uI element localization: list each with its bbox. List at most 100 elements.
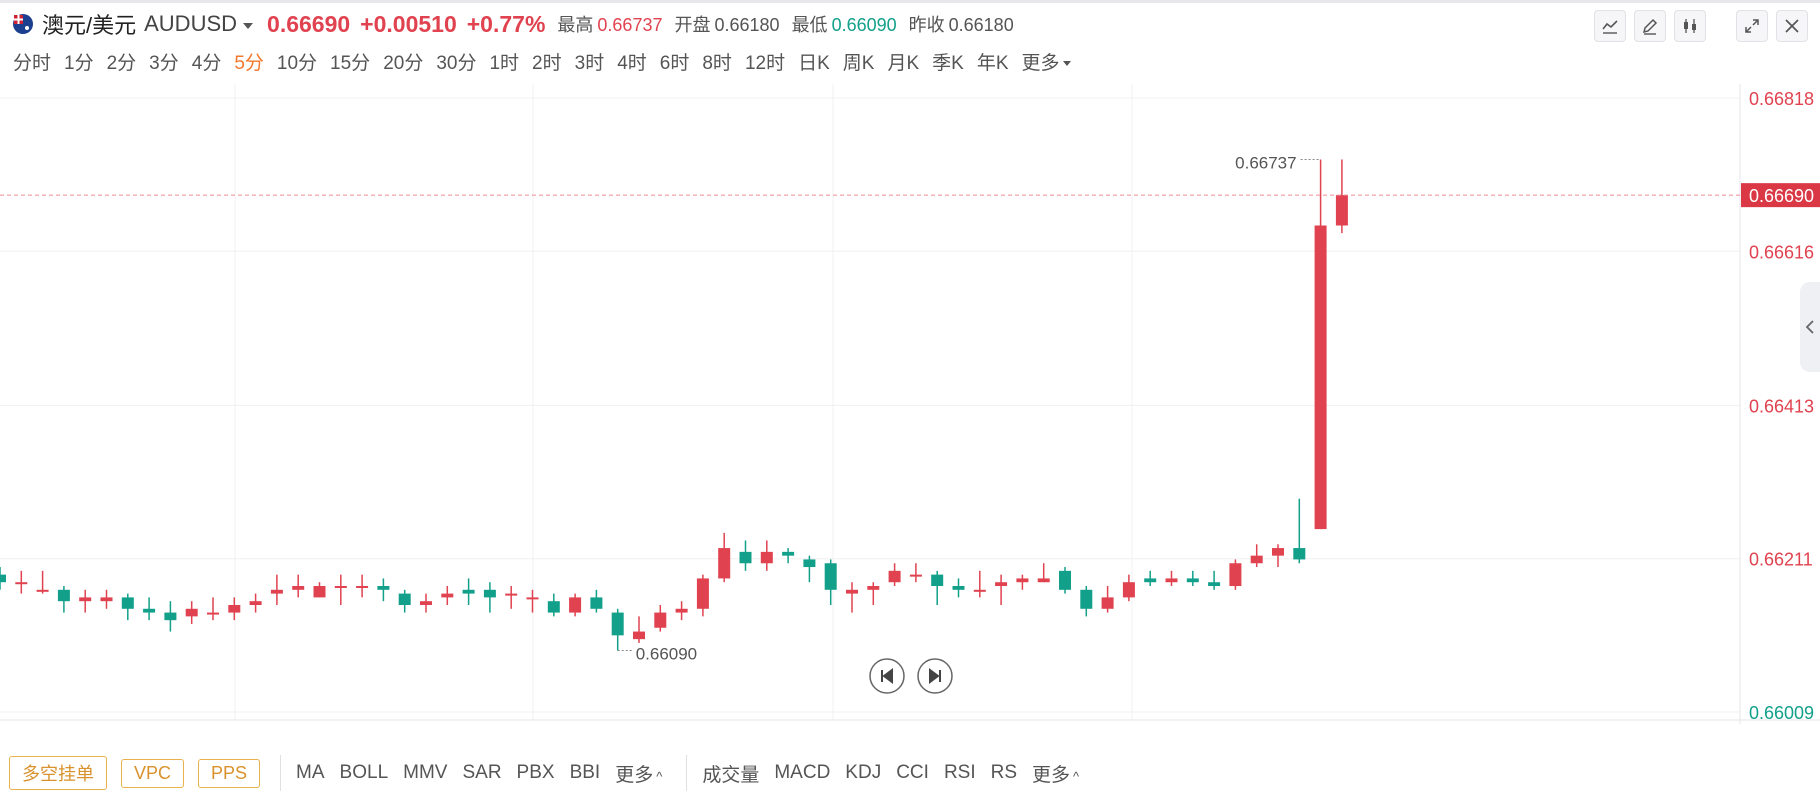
period-tab-9[interactable]: 30分 — [436, 52, 477, 74]
stat-low: 最低 0.66090 — [792, 11, 897, 37]
kline-chart[interactable]: 0.668180.666160.664130.662110.6600908:15… — [0, 84, 1820, 748]
side-panel-toggle[interactable] — [1800, 282, 1820, 372]
period-tab-16[interactable]: 12时 — [744, 52, 786, 74]
candle-body — [654, 612, 667, 628]
sub-indicator-6[interactable]: 更多 ^ — [1032, 764, 1080, 786]
stat-prev-close: 昨收 0.66180 — [909, 11, 1014, 37]
candle-body — [15, 582, 28, 585]
chevron-left-icon — [1805, 320, 1814, 334]
candle-body — [1314, 225, 1327, 530]
replay-prev-button[interactable] — [869, 658, 905, 694]
sub-indicator-list: 成交量 MACD KDJ CCI RSI RS 更多 ^ — [687, 760, 1079, 787]
close-icon[interactable] — [1776, 10, 1808, 42]
divider — [686, 755, 688, 791]
candle-body — [228, 604, 241, 613]
candle-body — [100, 597, 113, 602]
main-indicator-2[interactable]: MMV — [403, 762, 448, 783]
candle-body — [121, 597, 134, 609]
period-tab-21[interactable]: 年K — [976, 52, 1009, 74]
candle-body — [824, 563, 837, 590]
vpc-button[interactable]: VPC — [121, 758, 185, 788]
main-indicator-5[interactable]: BBI — [569, 762, 601, 783]
candle-body — [164, 612, 177, 621]
candle-style-icon[interactable] — [1674, 10, 1706, 42]
candle-body — [973, 589, 986, 592]
candle-body — [888, 570, 901, 583]
period-tab-10[interactable]: 1时 — [489, 52, 520, 74]
period-tab-11[interactable]: 2时 — [532, 52, 562, 74]
candle-body — [526, 597, 539, 600]
sub-indicator-1[interactable]: MACD — [774, 762, 831, 783]
kline-chart-svg[interactable]: 0.668180.666160.664130.662110.6600908:15… — [0, 84, 1820, 748]
main-indicator-1[interactable]: BOLL — [339, 762, 389, 783]
price-axis-label: 0.66211 — [1749, 550, 1813, 570]
candle-body — [846, 589, 858, 594]
period-tab-15[interactable]: 8时 — [702, 52, 732, 74]
period-tab-22[interactable]: 更多 — [1022, 48, 1071, 75]
high-label: 最高 — [557, 15, 594, 35]
candle-body — [462, 589, 475, 594]
main-indicator-0[interactable]: MA — [296, 762, 325, 783]
low-label: 最低 — [791, 15, 828, 35]
candle-body — [909, 574, 922, 577]
high-value: 0.66737 — [597, 15, 663, 35]
period-tab-13[interactable]: 4时 — [617, 52, 647, 74]
period-tab-19[interactable]: 月K — [887, 52, 920, 74]
candle-body — [377, 586, 390, 590]
sub-indicator-0[interactable]: 成交量 — [702, 764, 760, 786]
candle-body — [36, 589, 49, 592]
symbol-dropdown-icon[interactable] — [243, 23, 254, 29]
current-price-label: 0.66690 — [1749, 186, 1814, 206]
period-tab-17[interactable]: 日K — [798, 52, 830, 74]
main-indicator-list: MA BOLL MMV SAR PBX BBI 更多 ^ — [281, 760, 662, 787]
indicator-bar: 多空挂单 VPC PPS MA BOLL MMV SAR PBX BBI 更多 ^ 成交量 MA… — [0, 752, 1820, 794]
period-tab-5[interactable]: 5分 — [234, 52, 264, 74]
prev-close-label: 昨收 — [908, 15, 945, 35]
skip-back-icon — [881, 668, 893, 684]
candle-body — [1059, 570, 1071, 590]
period-tab-12[interactable]: 3时 — [574, 52, 605, 74]
main-indicator-6[interactable]: 更多 ^ — [615, 764, 663, 786]
chevron-up-icon: ^ — [1073, 768, 1080, 784]
period-tab-1[interactable]: 1分 — [64, 52, 94, 74]
period-tab-8[interactable]: 20分 — [383, 52, 424, 74]
period-tab-7[interactable]: 15分 — [330, 52, 371, 74]
open-value: 0.66180 — [714, 15, 780, 35]
period-tab-2[interactable]: 2分 — [106, 52, 137, 74]
australia-flag-icon — [12, 13, 34, 35]
candle-body — [782, 551, 795, 556]
period-tab-14[interactable]: 6时 — [659, 52, 690, 74]
sub-indicator-5[interactable]: RS — [990, 762, 1018, 783]
candle-body — [739, 551, 752, 564]
symbol-name[interactable]: 澳元/美元 — [42, 13, 137, 38]
sub-indicator-2[interactable]: KDJ — [845, 762, 882, 783]
symbol-code[interactable]: AUDUSD — [144, 11, 238, 36]
candle-body — [867, 586, 880, 590]
main-indicator-3[interactable]: SAR — [462, 762, 502, 783]
high-marker-label: 0.66737 — [1235, 153, 1296, 172]
period-tab-20[interactable]: 季K — [932, 52, 964, 74]
period-tab-6[interactable]: 10分 — [276, 52, 318, 74]
candle-body — [675, 608, 688, 613]
candle-body — [1037, 578, 1050, 583]
pen-tool-icon[interactable] — [1634, 10, 1666, 42]
fullscreen-icon[interactable] — [1736, 10, 1768, 42]
top-border — [0, 0, 1820, 3]
period-tab-18[interactable]: 周K — [842, 52, 875, 74]
main-indicator-4[interactable]: PBX — [516, 762, 555, 783]
candle-body — [207, 612, 219, 615]
period-tab-0[interactable]: 分时 — [13, 52, 52, 74]
replay-next-button[interactable] — [917, 658, 953, 694]
line-tool-icon[interactable] — [1594, 10, 1626, 42]
sub-indicator-3[interactable]: CCI — [896, 762, 929, 783]
candle-body — [1186, 578, 1199, 583]
sub-indicator-4[interactable]: RSI — [943, 762, 976, 783]
long-short-orders-button[interactable]: 多空挂单 — [9, 756, 107, 790]
pps-button[interactable]: PPS — [198, 758, 261, 788]
candle-body — [803, 559, 816, 568]
candle-body — [760, 551, 773, 564]
period-tab-3[interactable]: 3分 — [149, 52, 179, 74]
candle-body — [0, 574, 6, 583]
candle-body — [398, 593, 411, 605]
period-tab-4[interactable]: 4分 — [191, 52, 222, 74]
